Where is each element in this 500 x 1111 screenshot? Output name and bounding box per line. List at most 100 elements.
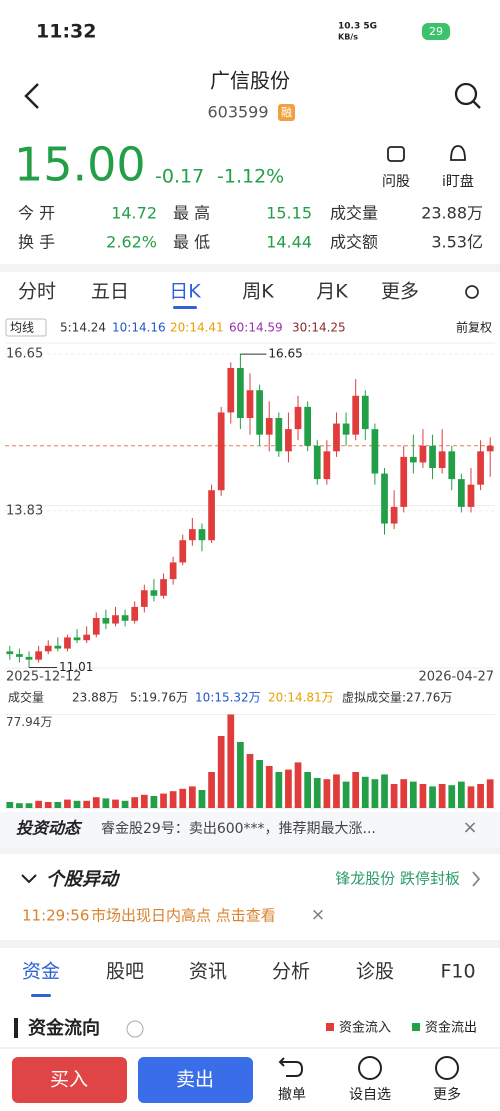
candle-body — [73, 637, 81, 641]
end-date: 2026-04-27 — [418, 670, 494, 685]
search-icon[interactable] — [454, 82, 478, 106]
high-label: 16.65 — [268, 347, 302, 361]
adjust[interactable]: 前复权 — [456, 320, 492, 335]
action-watch[interactable]: i盯盘 — [442, 173, 474, 190]
volume-bar — [294, 762, 302, 808]
volume-bar — [477, 784, 484, 808]
stat-label: 今 开 — [18, 204, 55, 223]
fund-title: 资金流向 — [28, 1017, 100, 1039]
alert-close[interactable]: × — [311, 905, 325, 925]
ma-item: 60:14.59 — [229, 321, 283, 335]
info-icon[interactable] — [126, 1020, 144, 1038]
candle-body — [160, 579, 167, 596]
chart-tab[interactable]: 周K — [242, 281, 274, 303]
search-icon-handle — [472, 100, 481, 109]
volume-bar — [448, 785, 456, 808]
more-icon[interactable] — [435, 1056, 459, 1080]
tab-indicator — [31, 994, 51, 997]
volume-bar — [304, 772, 312, 808]
volume-tick-label: 77.94万 — [6, 715, 52, 729]
price-change: -0.17 — [155, 166, 204, 188]
watch-icon[interactable] — [450, 145, 466, 161]
candle-body — [16, 654, 23, 657]
legend-swatch — [326, 1023, 334, 1031]
volume-bar — [409, 781, 417, 808]
candle-body — [323, 451, 331, 480]
alert-text[interactable]: 市场出现日内高点 点击查看 — [91, 907, 276, 925]
candle-body — [131, 606, 139, 621]
volume-bar — [35, 800, 42, 808]
start-date: 2025-12-12 — [6, 670, 82, 685]
volume-bar — [131, 797, 139, 808]
volume-bar — [486, 779, 494, 808]
volume-bar — [458, 781, 465, 808]
volume-bar — [400, 779, 408, 808]
chart-tab[interactable]: 月K — [316, 281, 348, 303]
stat-label: 最 高 — [173, 204, 210, 223]
candle-body — [294, 406, 302, 430]
volume-bar — [217, 736, 225, 808]
candle-body — [371, 429, 379, 474]
volume-bar — [160, 793, 167, 808]
volume-bar — [208, 772, 215, 808]
candle-body — [400, 456, 408, 507]
section-bar — [14, 1018, 18, 1038]
news-bar[interactable] — [0, 812, 500, 848]
status-net: 10.3 5G — [338, 22, 377, 32]
chart-tab[interactable]: 日K — [169, 281, 201, 303]
content-tab[interactable]: 诊股 — [356, 961, 394, 983]
volume-bar — [73, 800, 81, 808]
collapse-icon[interactable] — [21, 874, 37, 884]
news-text[interactable]: 睿金股29号：卖出600***，推荐期最大涨... — [101, 821, 376, 837]
volume-bar — [429, 786, 436, 808]
volume-bar — [390, 784, 398, 808]
volume-bar — [16, 803, 23, 808]
content-tab[interactable]: 分析 — [272, 961, 310, 983]
volume-bar — [169, 791, 177, 808]
stat-value: 2.62% — [106, 233, 157, 252]
fav-icon[interactable] — [358, 1056, 382, 1080]
action-item[interactable]: 更多 — [433, 1086, 461, 1103]
action-ask[interactable]: 问股 — [382, 174, 410, 190]
ma-item: 30:14.25 — [292, 321, 346, 335]
alert-link[interactable]: 锋龙股份 跌停封板 — [335, 870, 460, 888]
candle-body — [429, 445, 436, 468]
back-button[interactable] — [24, 83, 39, 109]
ask-icon[interactable] — [387, 146, 405, 162]
volume-legend: 10:15.32万 — [195, 691, 261, 705]
content-tab[interactable]: 资讯 — [189, 961, 227, 983]
candle-body — [285, 429, 292, 452]
candle-body — [83, 634, 91, 641]
candle-body — [6, 651, 14, 655]
action-item[interactable]: 撤单 — [278, 1087, 306, 1103]
volume-bar — [275, 772, 283, 808]
undo-icon[interactable] — [278, 1057, 304, 1077]
volume-bar — [352, 772, 360, 808]
battery — [422, 23, 450, 40]
y-tick-label: 16.65 — [6, 347, 43, 362]
sell-button[interactable] — [138, 1057, 253, 1103]
badge-bg — [278, 104, 295, 121]
chart-tab[interactable]: 更多 — [381, 281, 419, 303]
separator — [0, 940, 500, 948]
content-tab[interactable]: F10 — [440, 961, 475, 983]
volume-bar — [265, 766, 273, 808]
status-time: 11:32 — [36, 21, 96, 43]
volume-bar — [333, 774, 340, 808]
settings-icon[interactable] — [465, 285, 479, 299]
news-close[interactable]: × — [462, 817, 477, 838]
volume-bar — [150, 796, 158, 808]
buy-button[interactable] — [12, 1057, 127, 1103]
low-label: 11.01 — [59, 660, 93, 674]
volume-bar — [102, 798, 110, 808]
chart-tab[interactable]: 分时 — [18, 281, 56, 303]
chart-tab[interactable]: 五日 — [91, 281, 129, 303]
candle-body — [169, 562, 177, 580]
content-tab[interactable]: 股吧 — [106, 961, 144, 983]
content-tab[interactable]: 资金 — [22, 961, 60, 983]
volume-bar — [419, 784, 427, 808]
action-item[interactable]: 设自选 — [349, 1087, 391, 1103]
candle-body — [409, 456, 417, 463]
